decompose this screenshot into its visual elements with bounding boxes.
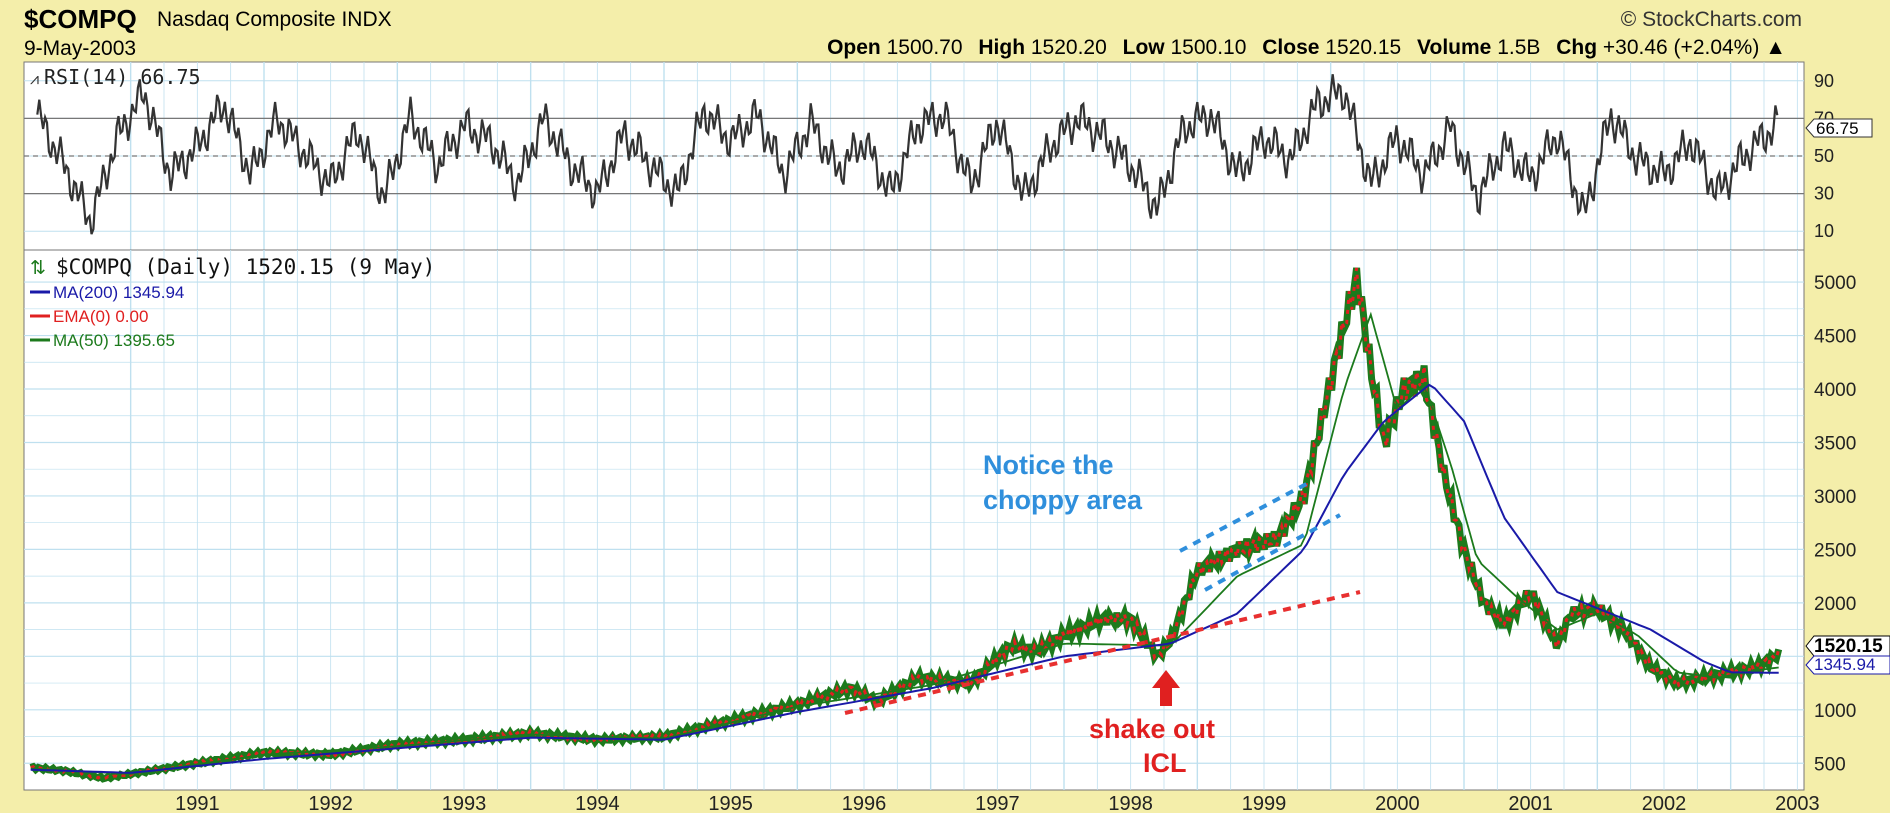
rsi-label: RSI(14) 66.75 (44, 65, 201, 89)
x-tick-label: 1993 (442, 793, 487, 813)
price-panel (23, 249, 1805, 791)
copyright-icon: © (1620, 8, 1643, 31)
symbol-name: Nasdaq Composite INDX (157, 8, 392, 32)
open-label: Open (827, 36, 881, 59)
rsi-tick-label: 90 (1814, 71, 1834, 91)
support-trendline (844, 590, 1361, 715)
brand-label[interactable]: © StockCharts.com (1621, 8, 1802, 32)
x-tick-label: 2002 (1642, 793, 1687, 813)
choppy-annotation-line2: choppy area (983, 485, 1143, 515)
price-tag: 1520.15 (1805, 635, 1890, 657)
price-grid (24, 250, 1804, 790)
price-tick-label: 4000 (1814, 380, 1856, 401)
ohlc-summary: Open 1500.70 High 1520.20 Low 1500.10 Cl… (827, 36, 1786, 60)
ma50-series-line (30, 311, 1779, 775)
price-tick-label: 500 (1814, 754, 1846, 775)
x-tick-label: 1999 (1242, 793, 1287, 813)
rsi-chart-icon: ⩘ (30, 71, 39, 88)
x-tick-label: 2001 (1508, 793, 1553, 813)
price-panel-title: $COMPQ (Daily) 1520.15 (9 May) (56, 255, 435, 279)
rsi-tick-label: 10 (1814, 221, 1834, 241)
rsi-tick-label: 30 (1814, 184, 1834, 204)
up-arrow-icon (1152, 670, 1180, 706)
x-tick-label: 2003 (1775, 793, 1820, 813)
rsi-current-tag-text: 66.75 (1816, 119, 1859, 138)
price-series-down-bars (30, 267, 1781, 781)
price-legend: MA(200) 1345.94 EMA(0) 0.00 MA(50) 1395.65 (30, 283, 184, 350)
x-tick-label: 1996 (842, 793, 887, 813)
chart-date: 9-May-2003 (24, 37, 137, 60)
high-value: 1520.20 (1030, 36, 1107, 59)
price-tick-label: 5000 (1814, 273, 1856, 294)
index-name: Nasdaq Composite (157, 8, 336, 31)
volume-value: 1.5B (1497, 36, 1541, 59)
rsi-tick-label: 50 (1814, 146, 1834, 166)
symbol-title: $COMPQ (24, 4, 137, 34)
low-value: 1500.10 (1170, 36, 1247, 59)
legend-item: EMA(0) 0.00 (53, 307, 148, 326)
price-tick-label: 2000 (1814, 594, 1856, 615)
brand-text: StockCharts.com (1642, 8, 1802, 31)
chg-value: +30.46 (+2.04%) (1602, 36, 1760, 59)
x-axis-ticks: 1991 1992 1993 1994 1995 1996 1997 1998 1999 2000… (175, 793, 1820, 813)
up-triangle-icon: ▲ (1765, 36, 1786, 59)
close-value: 1520.15 (1325, 36, 1402, 59)
rsi-series-line (36, 74, 1779, 235)
x-tick-label: 1995 (708, 793, 753, 813)
exchange-label: INDX (341, 8, 392, 31)
rsi-current-tag: 66.75 (1805, 118, 1873, 138)
open-value: 1500.70 (886, 36, 963, 59)
x-tick-label: 1992 (308, 793, 353, 813)
ma200-series-line (30, 383, 1779, 774)
price-tick-label: 3500 (1814, 433, 1856, 454)
low-label: Low (1122, 36, 1165, 59)
x-tick-label: 1998 (1108, 793, 1153, 813)
shake-annotation-line1: shake out (1089, 714, 1215, 744)
x-tick-label: 1994 (575, 793, 620, 813)
shake-annotation-line2: ICL (1143, 748, 1187, 778)
channel-lower-line (1204, 513, 1341, 592)
price-tag-text: 1520.15 (1814, 636, 1883, 657)
volume-label: Volume (1417, 36, 1492, 59)
channel-upper-line (1179, 480, 1311, 553)
price-tick-label: 3000 (1814, 487, 1856, 508)
choppy-annotation-line1: Notice the (983, 450, 1114, 480)
ma200-tag-text: 1345.94 (1814, 655, 1875, 674)
price-tick-label: 1000 (1814, 701, 1856, 722)
x-tick-label: 1991 (175, 793, 220, 813)
legend-item: MA(200) 1345.94 (53, 283, 184, 302)
x-tick-label: 1997 (975, 793, 1020, 813)
price-y-ticks: 500045004000350030002500200015001000500 (1814, 273, 1856, 775)
x-tick-label: 2000 (1375, 793, 1420, 813)
close-label: Close (1262, 36, 1320, 59)
ma200-tag: 1345.94 (1805, 655, 1890, 675)
legend-item: MA(50) 1395.65 (53, 331, 175, 350)
chg-label: Chg (1556, 36, 1598, 59)
price-tick-label: 2500 (1814, 540, 1856, 561)
price-chart-icon: ⇅ (30, 258, 46, 279)
high-label: High (978, 36, 1026, 59)
price-tick-label: 4500 (1814, 327, 1856, 348)
